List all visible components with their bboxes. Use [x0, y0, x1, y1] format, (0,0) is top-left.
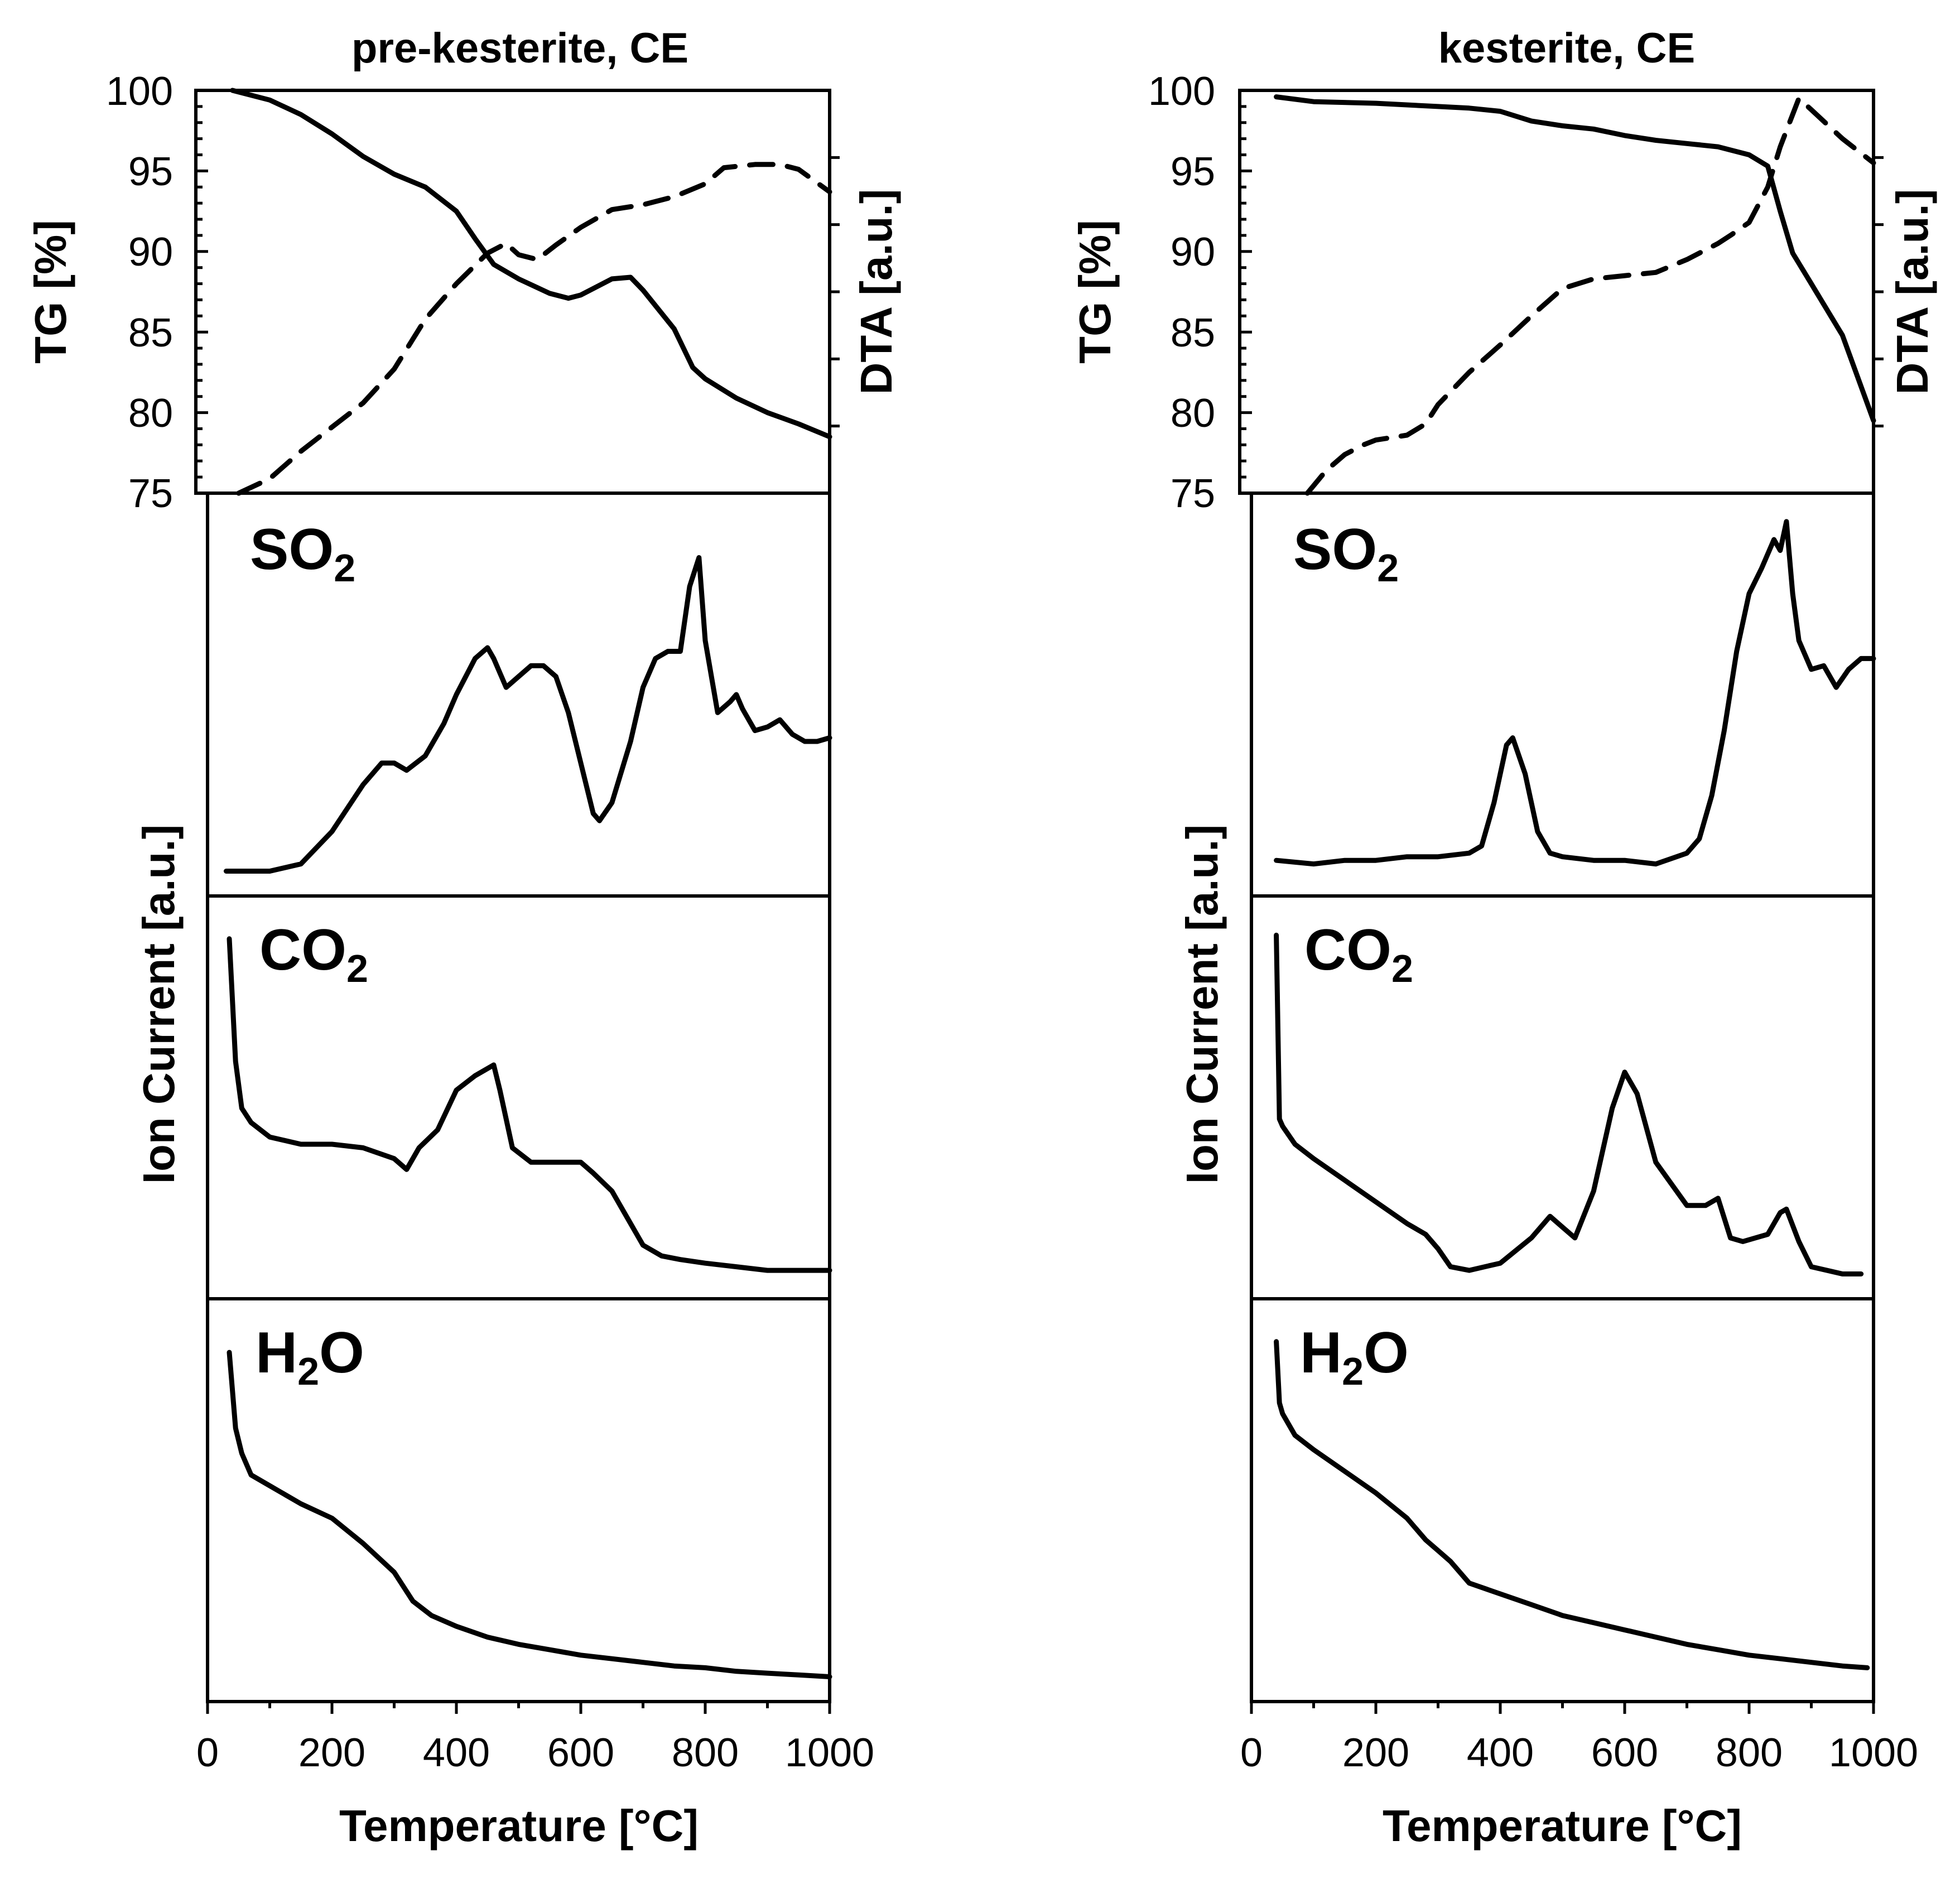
tg-tick-label: 90 [128, 230, 173, 274]
co2-label: CO2 [259, 918, 368, 990]
tg-tick-label: 80 [1171, 391, 1215, 436]
tg-tick-label: 100 [106, 69, 173, 114]
so2-curve [223, 555, 832, 874]
h2o-panel-frame [1250, 1297, 1875, 1703]
x-tick-labels: 0 200 400 600 800 1000 [1240, 1731, 1918, 1775]
tg-tick-label: 75 [1171, 471, 1215, 516]
x-axis-label: Temperature [°C] [1383, 1801, 1742, 1851]
tg-tick-label: 85 [128, 311, 173, 355]
tg-tick-label: 90 [1171, 230, 1215, 274]
tg-dta-panel: 100 95 90 85 80 75 TG [%] DTA [a.u.] [26, 69, 901, 1714]
x-tick-label: 400 [423, 1731, 490, 1775]
co2-curve [227, 936, 832, 1273]
x-tick-label: 400 [1467, 1731, 1534, 1775]
tg-tick-label: 85 [1171, 311, 1215, 355]
tg-ytick-labels: 100 95 90 85 80 75 [106, 69, 173, 516]
x-tick-labels: 0 200 400 600 800 1000 [196, 1731, 874, 1775]
x-tick-label: 600 [1591, 1731, 1658, 1775]
x-tick-label: 800 [1716, 1731, 1783, 1775]
co2-label: CO2 [1304, 918, 1413, 990]
h2o-label: H2O [256, 1321, 364, 1393]
h2o-label: H2O [1300, 1321, 1409, 1393]
tg-axis-label: TG [%] [26, 220, 75, 364]
so2-panel: SO2 [196, 492, 832, 898]
dta-axis-label: DTA [a.u.] [1887, 189, 1937, 395]
so2-curve [1274, 519, 1876, 867]
x-tick-label: 1000 [1829, 1731, 1918, 1775]
h2o-curve [227, 1350, 832, 1679]
chart-pre-kesterite: pre-kesterite, CE 100 95 90 85 80 75 TG … [26, 25, 901, 1851]
tg-tick-label: 100 [1148, 69, 1215, 114]
chart-kesterite: kesterite, CE 100 95 90 85 80 75 TG [%] … [1070, 25, 1937, 1851]
chart-title: pre-kesterite, CE [351, 25, 688, 72]
co2-panel: CO2 [206, 894, 832, 1300]
x-tick-label: 200 [1342, 1731, 1409, 1775]
tg-tick-label: 95 [1171, 150, 1215, 194]
co2-panel: CO2 [1250, 894, 1875, 1300]
tg-panel-frame [194, 89, 831, 495]
x-tick-label: 0 [196, 1731, 219, 1775]
tg-tick-label: 80 [128, 391, 173, 436]
tg-tick-label: 75 [128, 471, 173, 516]
so2-label: SO2 [1293, 517, 1399, 590]
h2o-panel: H2O [1250, 1297, 1875, 1703]
chart-title: kesterite, CE [1438, 25, 1695, 72]
x-axis-label: Temperature [°C] [339, 1801, 699, 1851]
h2o-curve [1274, 1339, 1870, 1670]
tg-ytick-labels: 100 95 90 85 80 75 [1148, 69, 1215, 516]
tg-axis-label: TG [%] [1070, 220, 1120, 364]
tg-curve [230, 88, 832, 440]
dta-curve [236, 162, 832, 496]
dta-axis-label: DTA [a.u.] [851, 189, 901, 395]
x-tick-label: 200 [298, 1731, 365, 1775]
h2o-panel: H2O [206, 1297, 832, 1703]
dta-curve [1304, 95, 1876, 496]
ion-current-axis-label: Ion Current [a.u.] [134, 825, 184, 1184]
so2-label: SO2 [250, 517, 355, 590]
tg-tick-label: 95 [128, 150, 173, 194]
so2-panel: SO2 [1240, 492, 1876, 898]
ion-current-axis-label: Ion Current [a.u.] [1177, 825, 1227, 1184]
h2o-panel-frame [206, 1297, 831, 1703]
co2-curve [1274, 932, 1864, 1276]
x-tick-label: 800 [672, 1731, 739, 1775]
x-tick-label: 1000 [785, 1731, 874, 1775]
x-tick-label: 600 [547, 1731, 614, 1775]
tg-curve [1274, 94, 1876, 423]
tg-dta-panel: 100 95 90 85 80 75 TG [%] DTA [a.u.] [1070, 69, 1937, 1714]
x-tick-label: 0 [1240, 1731, 1263, 1775]
